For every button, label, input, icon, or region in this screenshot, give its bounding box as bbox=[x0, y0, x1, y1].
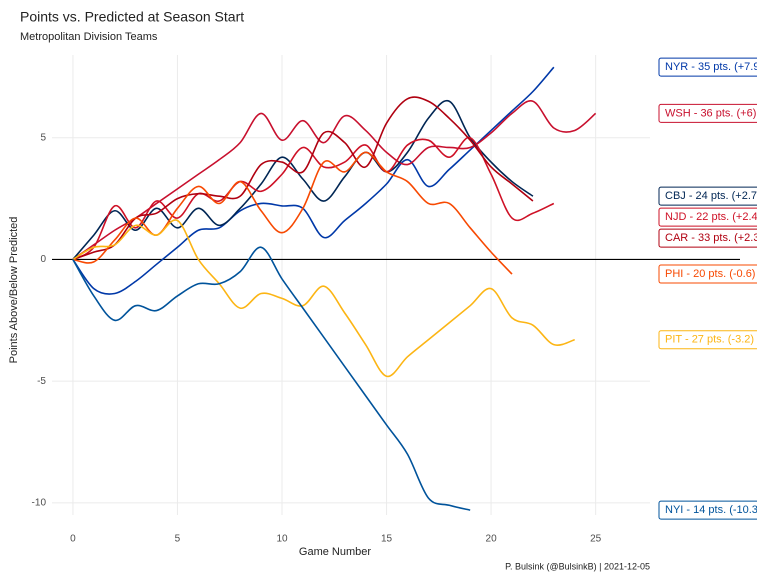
legend-box bbox=[658, 330, 757, 350]
y-tick-label: -5 bbox=[37, 376, 46, 387]
legend-box bbox=[658, 57, 757, 77]
x-tick-label: 15 bbox=[381, 534, 393, 545]
legend-label: NYI - 14 pts. (-10.3) bbox=[665, 504, 757, 516]
legend-label: WSH - 36 pts. (+6) bbox=[665, 107, 756, 119]
y-tick-label: -10 bbox=[32, 497, 47, 508]
series-line bbox=[72, 100, 597, 261]
legend-box bbox=[658, 186, 757, 206]
legend-box bbox=[658, 500, 757, 520]
y-tick-label: 5 bbox=[40, 132, 46, 143]
x-tick-label: 20 bbox=[486, 534, 498, 545]
series-line bbox=[72, 99, 534, 260]
x-tick-label: 5 bbox=[175, 534, 181, 545]
series-line bbox=[72, 136, 555, 261]
chart-title: Points vs. Predicted at Season Start bbox=[20, 9, 244, 25]
series-line bbox=[72, 66, 555, 295]
legend-box bbox=[658, 103, 757, 123]
x-tick-label: 25 bbox=[590, 534, 602, 545]
chart-subtitle: Metropolitan Division Teams bbox=[20, 31, 158, 43]
legend-box bbox=[658, 228, 757, 248]
series-line bbox=[72, 151, 513, 275]
x-axis-label: Game Number bbox=[299, 546, 371, 558]
x-tick-label: 10 bbox=[276, 534, 288, 545]
series-line bbox=[72, 246, 471, 511]
caption: P. Bulsink (@BulsinkB) | 2021-12-05 bbox=[505, 561, 650, 571]
y-tick-label: 0 bbox=[40, 254, 46, 265]
legend-label: PHI - 20 pts. (-0.6) bbox=[665, 268, 755, 280]
series-line bbox=[72, 219, 575, 378]
series-line bbox=[72, 96, 534, 261]
legend-box bbox=[658, 264, 757, 284]
legend-label: CBJ - 24 pts. (+2.7) bbox=[665, 190, 757, 202]
y-axis-label: Points Above/Below Predicted bbox=[8, 217, 20, 364]
legend-label: NJD - 22 pts. (+2.4) bbox=[665, 211, 757, 223]
x-tick-label: 0 bbox=[70, 534, 76, 545]
legend-label: NYR - 35 pts. (+7.9) bbox=[665, 61, 757, 73]
legend-box bbox=[658, 207, 757, 227]
legend-label: PIT - 27 pts. (-3.2) bbox=[665, 334, 754, 346]
legend-label: CAR - 33 pts. (+2.3) bbox=[665, 232, 757, 244]
